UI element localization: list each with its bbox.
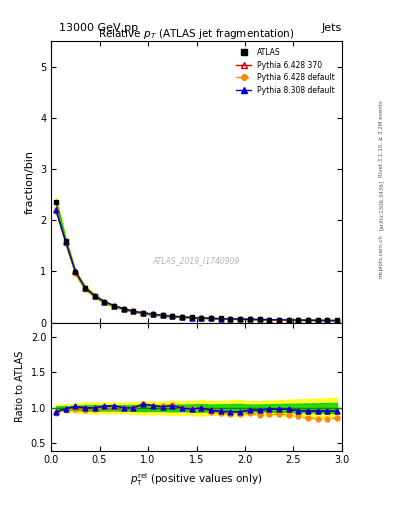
- Text: [arXiv:1306.3436]: [arXiv:1306.3436]: [379, 180, 384, 230]
- Legend: ATLAS, Pythia 6.428 370, Pythia 6.428 default, Pythia 8.308 default: ATLAS, Pythia 6.428 370, Pythia 6.428 de…: [233, 45, 338, 98]
- Y-axis label: fraction/bin: fraction/bin: [24, 150, 35, 214]
- Text: 13000 GeV pp: 13000 GeV pp: [59, 23, 138, 33]
- Title: Relative $p_T$ (ATLAS jet fragmentation): Relative $p_T$ (ATLAS jet fragmentation): [98, 27, 295, 41]
- Text: Rivet 3.1.10, ≥ 3.2M events: Rivet 3.1.10, ≥ 3.2M events: [379, 100, 384, 177]
- Text: Jets: Jets: [321, 23, 342, 33]
- Text: mcplots.cern.ch: mcplots.cern.ch: [379, 234, 384, 278]
- Y-axis label: Ratio to ATLAS: Ratio to ATLAS: [15, 351, 25, 422]
- X-axis label: $p_{\rm T}^{\rm rel}$ (positive values only): $p_{\rm T}^{\rm rel}$ (positive values o…: [130, 471, 263, 488]
- Text: ATLAS_2019_I1740909: ATLAS_2019_I1740909: [153, 256, 240, 265]
